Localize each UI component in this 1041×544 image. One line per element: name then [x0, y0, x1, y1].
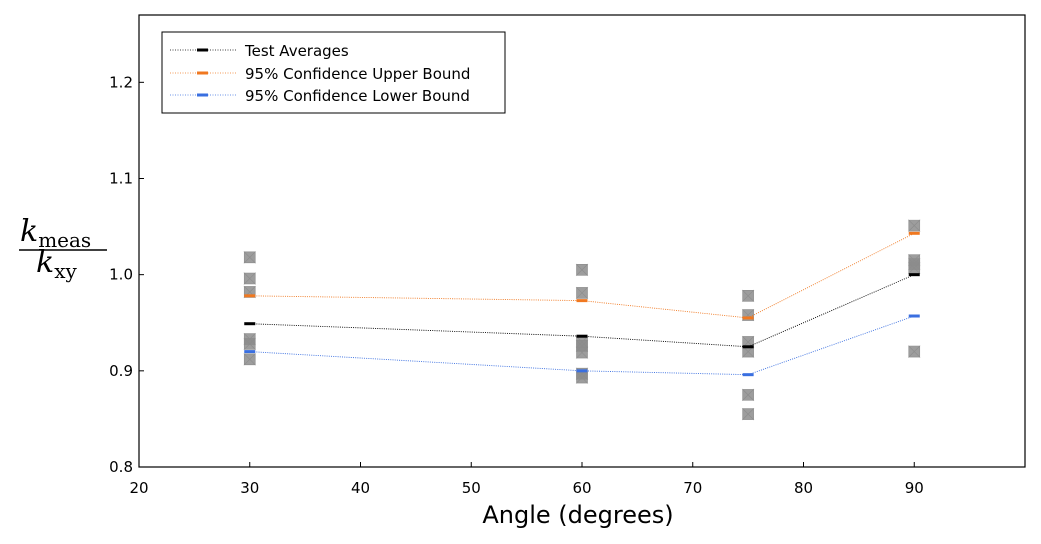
legend-entry-upper-bound: 95% Confidence Upper Bound — [170, 65, 470, 83]
x-tick-label: 80 — [794, 479, 813, 497]
series-marker-upper-bound — [576, 299, 588, 303]
x-tick-label: 90 — [905, 479, 924, 497]
y-axis-ticks: 0.8 0.9 1.0 1.1 1.2 — [109, 73, 144, 476]
x-axis-label: Angle (degrees) — [482, 501, 673, 529]
x-tick-label: 40 — [351, 479, 370, 497]
y-tick-label: 0.9 — [109, 362, 133, 380]
series-marker-upper-bound — [908, 231, 920, 235]
test-point-marker — [908, 345, 921, 358]
test-point-marker — [908, 219, 921, 232]
test-point-marker — [741, 388, 755, 402]
test-point-marker — [243, 353, 256, 366]
legend-marker-upper-bound — [197, 71, 208, 75]
legend-box — [161, 31, 506, 114]
y-label-numerator-var: k — [20, 214, 38, 249]
series-marker-upper-bound — [742, 316, 754, 320]
y-tick-label: 0.8 — [109, 458, 133, 476]
test-point-marker — [575, 286, 589, 300]
legend-marker-lower-bound — [197, 93, 208, 97]
y-tick-label: 1.2 — [109, 73, 133, 91]
x-tick-label: 30 — [240, 479, 259, 497]
series-marker-test-averages — [244, 322, 256, 326]
y-label-denominator-sub: xy — [54, 259, 77, 283]
legend-entry-lower-bound: 95% Confidence Lower Bound — [170, 87, 470, 105]
x-tick-label: 70 — [683, 479, 702, 497]
series-marker-lower-bound — [576, 369, 588, 373]
svg-text:kmeas: kmeas — [20, 214, 91, 252]
test-point-marker — [575, 371, 589, 384]
test-point-marker — [741, 407, 755, 421]
series-marker-upper-bound — [244, 294, 256, 298]
legend-label-upper-bound: 95% Confidence Upper Bound — [245, 65, 470, 83]
y-tick-label: 1.0 — [109, 266, 133, 284]
legend-label-lower-bound: 95% Confidence Lower Bound — [245, 87, 470, 105]
x-tick-label: 50 — [462, 479, 481, 497]
y-tick-label: 1.1 — [109, 169, 133, 187]
series-marker-test-averages — [742, 345, 754, 349]
test-point-marker — [575, 346, 589, 359]
y-axis-label: kmeas kxy — [19, 214, 107, 283]
svg-text:kxy: kxy — [36, 245, 77, 283]
legend-marker-test-averages — [197, 48, 208, 52]
test-point-marker — [243, 272, 256, 285]
x-tick-label: 20 — [129, 479, 148, 497]
x-axis-ticks: 20 30 40 50 60 70 80 90 — [129, 462, 924, 497]
legend-label-test-averages: Test Averages — [244, 42, 349, 60]
series-marker-lower-bound — [908, 314, 920, 318]
y-label-numerator-sub: meas — [38, 228, 91, 252]
series-marker-lower-bound — [244, 350, 256, 354]
legend: Test Averages 95% Confidence Upper Bound… — [161, 31, 506, 114]
test-point-marker — [741, 289, 755, 303]
legend-entry-test-averages: Test Averages — [170, 42, 349, 60]
series-lines — [244, 231, 920, 377]
test-point-marker — [575, 263, 589, 277]
series-marker-test-averages — [576, 334, 588, 338]
series-marker-test-averages — [908, 273, 920, 277]
test-points — [243, 219, 921, 421]
series-line-lower-bound — [249, 315, 915, 376]
test-point-marker — [243, 251, 256, 264]
y-label-denominator-var: k — [36, 245, 54, 280]
series-line-upper-bound — [249, 232, 915, 319]
series-marker-lower-bound — [742, 373, 754, 377]
test-point-marker — [908, 261, 921, 275]
x-tick-label: 60 — [572, 479, 591, 497]
test-point-marker — [243, 337, 256, 351]
